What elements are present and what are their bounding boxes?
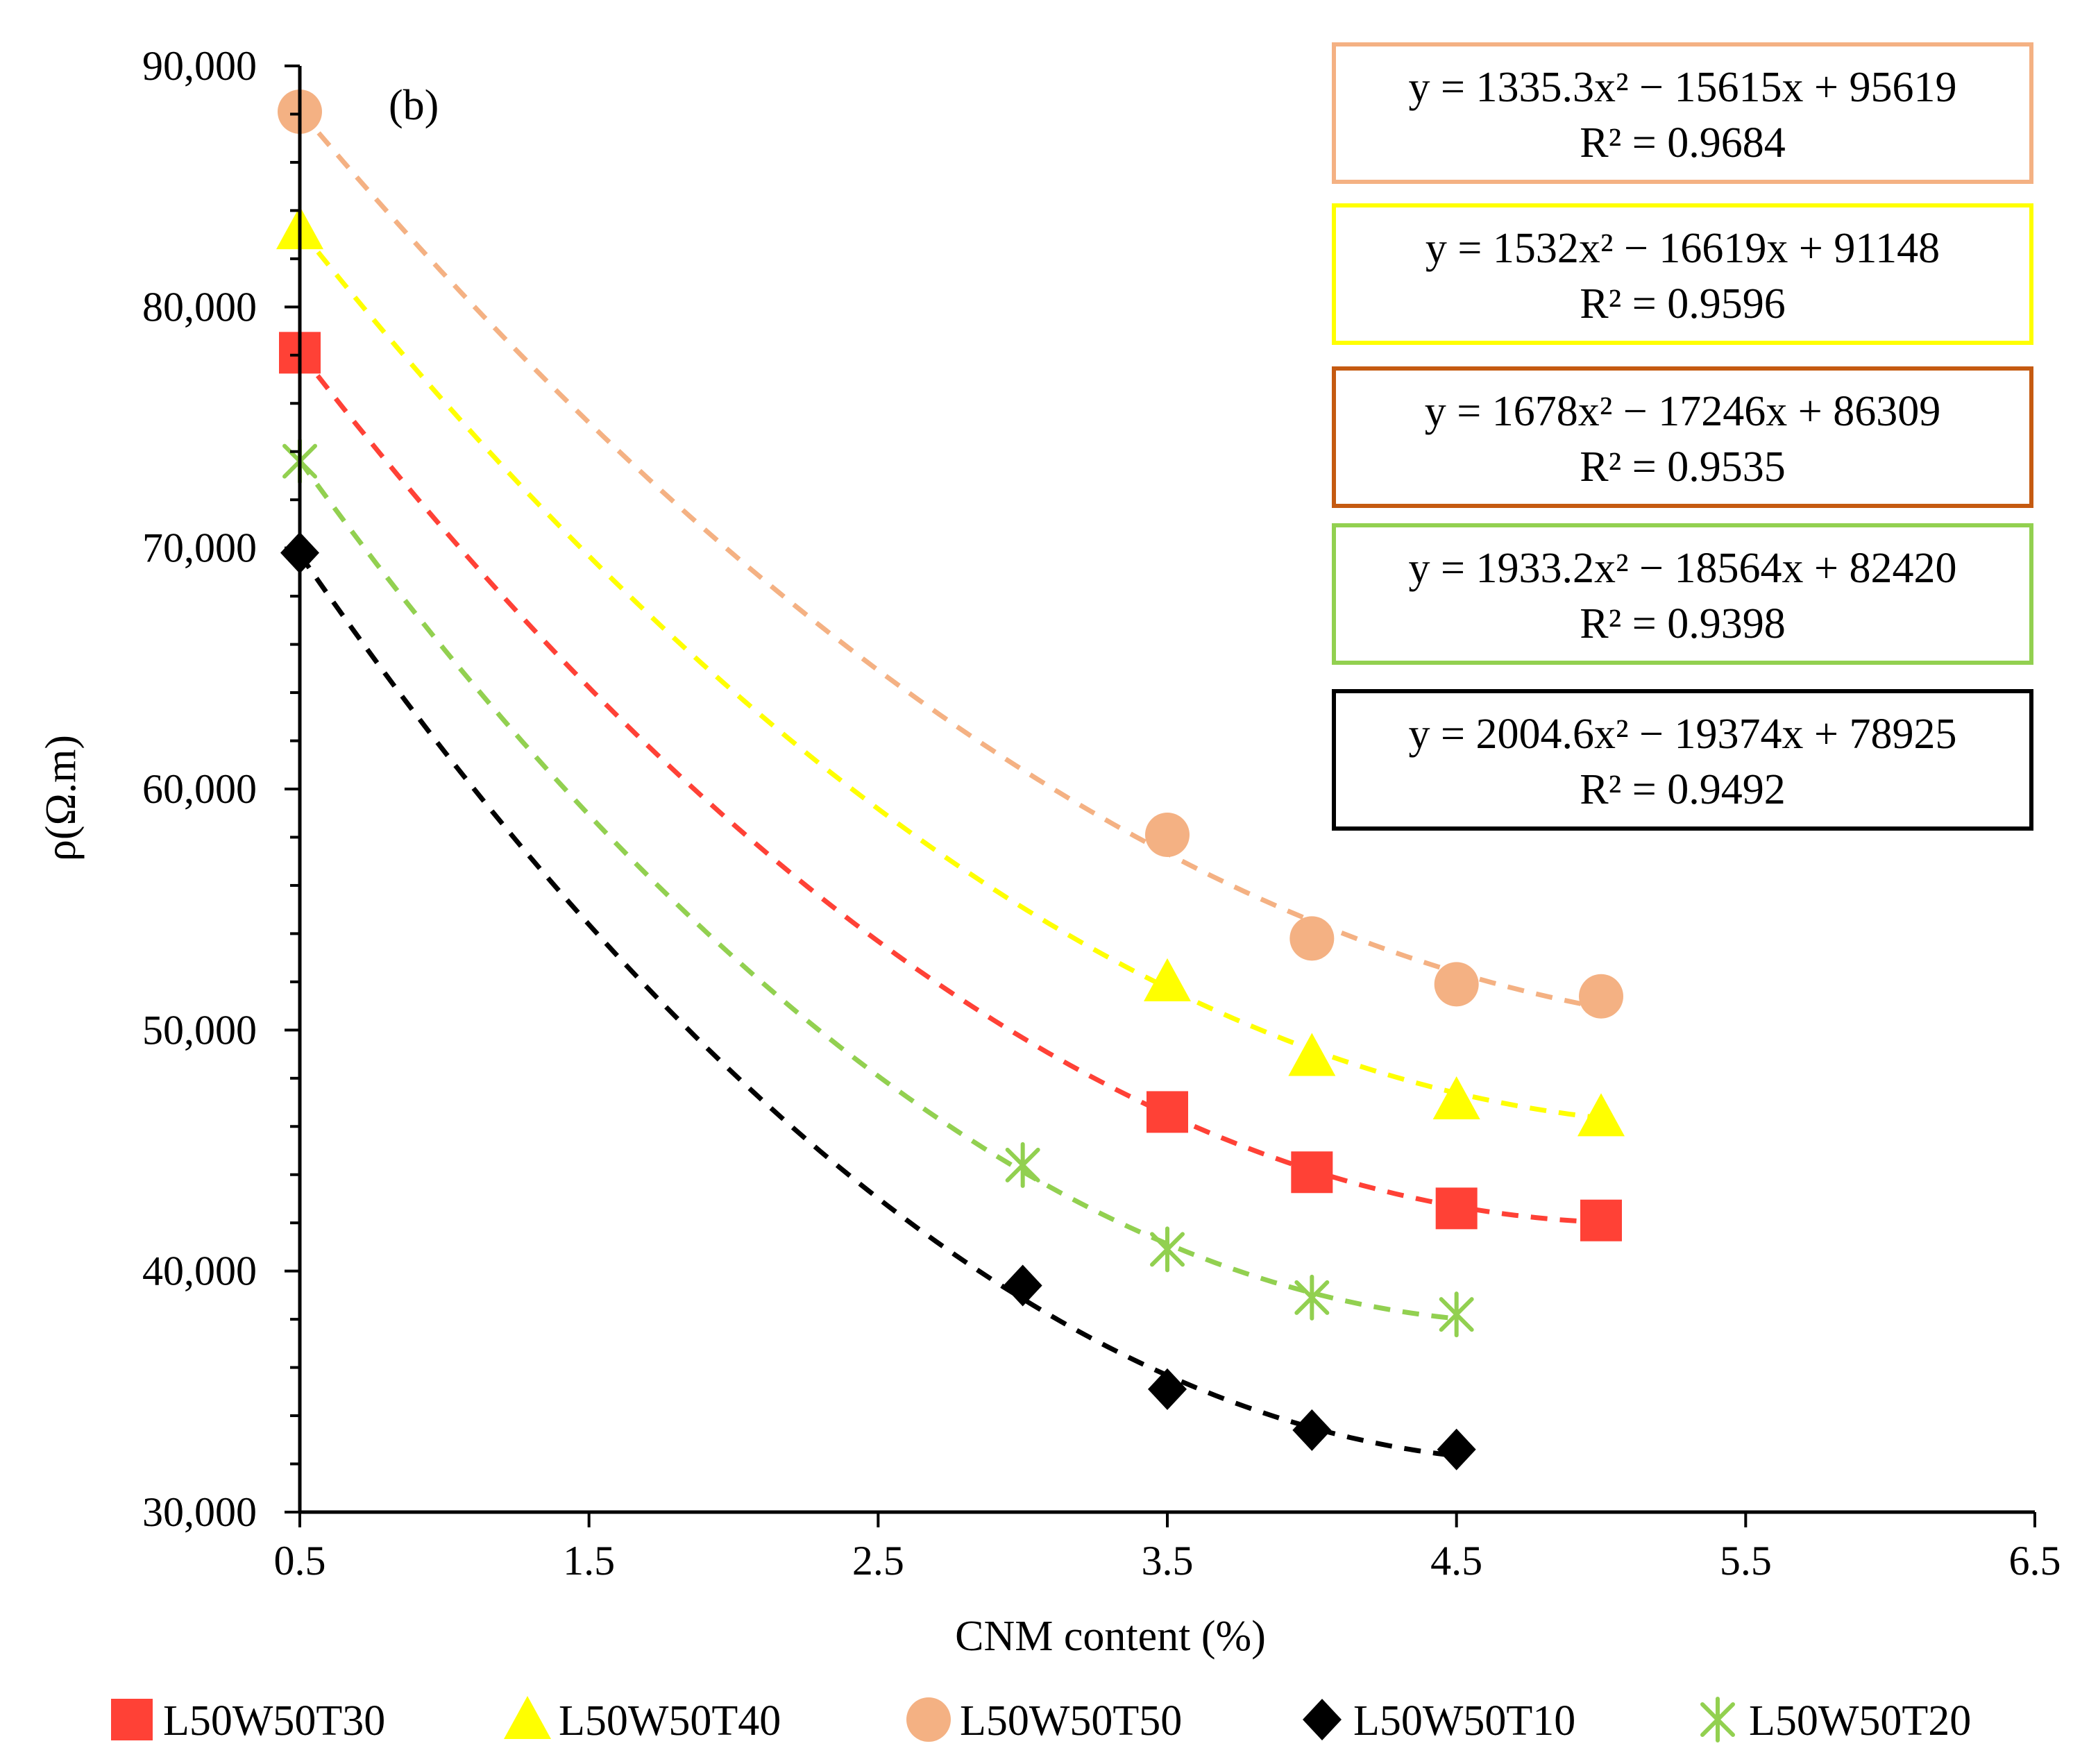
point-l50w50t40	[1144, 958, 1191, 1001]
legend-item-l50w50t10: L50W50T10	[1303, 1697, 1575, 1745]
y-axis-title: ρ(Ω.m)	[37, 735, 85, 861]
point-l50w50t20	[1294, 1274, 1330, 1321]
point-l50w50t30	[1147, 1091, 1188, 1133]
point-l50w50t50	[1289, 916, 1335, 961]
trend-equation: y = 1532x² − 16619x + 91148	[1426, 225, 1940, 272]
equation-box-border	[1332, 689, 2033, 831]
trend-equation: y = 1335.3x² − 15615x + 95619	[1409, 64, 1957, 111]
r-squared: R² = 0.9535	[1580, 443, 1785, 491]
r-squared: R² = 0.9492	[1580, 766, 1785, 813]
equation-box-border	[1332, 366, 2033, 508]
equation-box-l50w50t30: y = 1678x² − 17246x + 86309 R² = 0.9535	[1332, 366, 2033, 508]
trendline-l50w50t20	[298, 459, 1457, 1321]
panel-label: (b)	[389, 82, 439, 129]
point-l50w50t50	[1145, 812, 1190, 857]
marker-layer	[276, 89, 1625, 1470]
legend-label: L50W50T40	[559, 1697, 781, 1745]
trendline-l50w50t40	[298, 228, 1602, 1121]
x-tick-label: 3.5	[1142, 1538, 1194, 1584]
point-l50w50t30	[1291, 1151, 1333, 1194]
r-squared: R² = 0.9684	[1580, 119, 1785, 167]
trendline-layer	[298, 109, 1602, 1459]
y-tick-label: 40,000	[142, 1248, 257, 1294]
r-squared: R² = 0.9596	[1580, 280, 1785, 328]
y-tick-label: 60,000	[142, 766, 257, 812]
trendline-l50w50t30	[298, 350, 1602, 1225]
point-l50w50t10	[1437, 1428, 1476, 1470]
point-l50w50t30	[1435, 1187, 1478, 1230]
point-l50w50t10	[1292, 1409, 1332, 1451]
equation-box-l50w50t50: y = 1335.3x² − 15615x + 95619 R² = 0.9684	[1332, 42, 2033, 184]
y-tick-label: 70,000	[142, 525, 257, 571]
x-axis-title: CNM content (%)	[955, 1613, 1266, 1660]
point-l50w50t20	[1005, 1142, 1040, 1188]
point-l50w50t30	[1580, 1199, 1622, 1241]
x-tick-label: 5.5	[1720, 1538, 1772, 1584]
legend-item-l50w50t50: L50W50T50	[906, 1697, 1182, 1745]
equation-box-border	[1332, 203, 2033, 345]
x-tick-label: 2.5	[852, 1538, 904, 1584]
legend-marker	[1303, 1699, 1342, 1740]
legend-label: L50W50T30	[163, 1697, 385, 1745]
equation-box-l50w50t10: y = 2004.6x² − 19374x + 78925 R² = 0.9492	[1332, 689, 2033, 831]
trend-equation: y = 1933.2x² − 18564x + 82420	[1409, 545, 1957, 592]
legend-item-l50w50t30: L50W50T30	[111, 1697, 385, 1745]
x-tick-label: 1.5	[563, 1538, 615, 1584]
trendline-l50w50t50	[298, 109, 1602, 1010]
y-tick-label: 30,000	[142, 1489, 257, 1535]
legend: L50W50T30 L50W50T40 L50W50T50 L50W50T10 L50W…	[111, 1696, 1971, 1745]
point-l50w50t40	[1288, 1033, 1336, 1076]
x-tick-label: 4.5	[1430, 1538, 1482, 1584]
equation-box-l50w50t40: y = 1532x² − 16619x + 91148 R² = 0.9596	[1332, 203, 2033, 345]
equation-box-border	[1332, 42, 2033, 184]
point-l50w50t10	[1003, 1264, 1042, 1307]
y-tick-label: 80,000	[142, 284, 257, 330]
y-tick-label: 90,000	[142, 43, 257, 89]
equation-box-l50w50t20: y = 1933.2x² − 18564x + 82420 R² = 0.9398	[1332, 523, 2033, 665]
r-squared: R² = 0.9398	[1580, 600, 1785, 647]
equation-boxes: y = 1335.3x² − 15615x + 95619 R² = 0.9684…	[1332, 42, 2033, 831]
trend-equation: y = 2004.6x² − 19374x + 78925	[1409, 711, 1957, 758]
axes: 30,000 40,000 50,000 60,000 70,000 80,000 90,0…	[142, 43, 2061, 1584]
legend-label: L50W50T20	[1749, 1697, 1971, 1745]
x-tick-label: 6.5	[2009, 1538, 2061, 1584]
point-l50w50t50	[1434, 962, 1479, 1007]
trendline-l50w50t10	[298, 552, 1457, 1459]
y-tick-label: 50,000	[142, 1007, 257, 1053]
legend-marker	[504, 1696, 551, 1739]
legend-item-l50w50t20: L50W50T20	[1700, 1697, 1971, 1745]
legend-marker	[111, 1699, 153, 1740]
legend-marker	[1700, 1697, 1735, 1742]
point-l50w50t20	[1150, 1226, 1185, 1273]
point-l50w50t10	[1148, 1368, 1187, 1410]
x-tick-label: 0.5	[274, 1538, 326, 1584]
legend-item-l50w50t40: L50W50T40	[504, 1696, 781, 1745]
legend-label: L50W50T50	[960, 1697, 1182, 1745]
point-l50w50t40	[1577, 1093, 1625, 1137]
point-l50w50t20	[1439, 1291, 1474, 1338]
legend-label: L50W50T10	[1353, 1697, 1575, 1745]
legend-marker	[906, 1697, 951, 1742]
trend-equation: y = 1678x² − 17246x + 86309	[1425, 388, 1941, 435]
equation-box-border	[1332, 523, 2033, 665]
point-l50w50t50	[1579, 974, 1623, 1019]
point-l50w50t40	[1432, 1076, 1480, 1120]
